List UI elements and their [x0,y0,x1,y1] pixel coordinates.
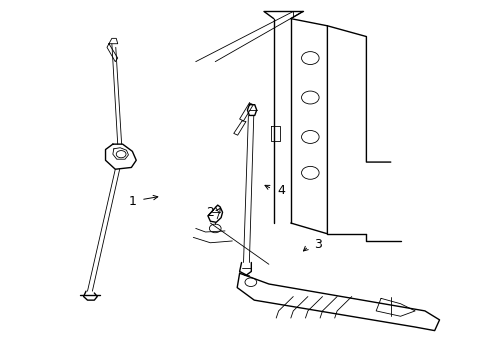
Text: 2: 2 [206,206,214,219]
Text: 4: 4 [277,184,285,197]
Text: 3: 3 [313,238,321,251]
Text: 1: 1 [128,195,136,208]
